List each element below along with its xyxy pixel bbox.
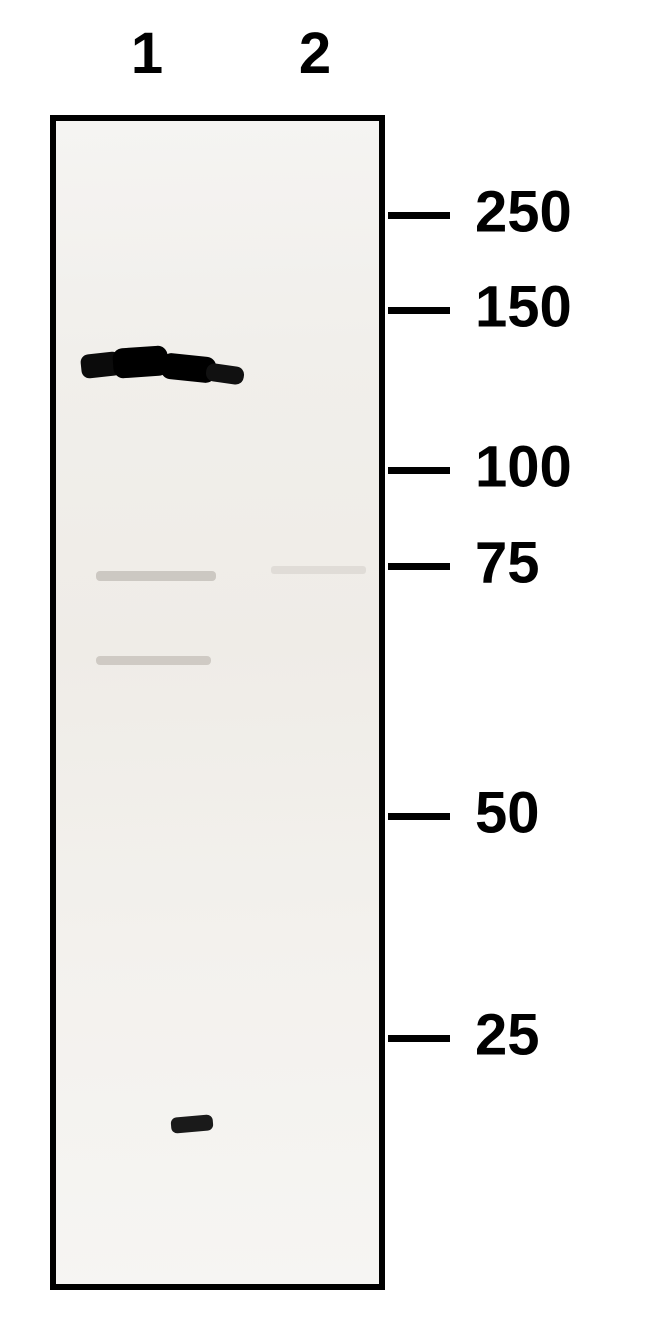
marker-label-250: 250 [475,179,572,246]
faint-band-65kda [96,571,216,581]
western-blot-figure: 1 2 250 150 100 75 50 25 [0,0,650,1325]
lane2-faint-upper [271,566,366,574]
lane-label-2: 2 [299,20,331,87]
blot-background [56,121,379,1284]
marker-label-150: 150 [475,274,572,341]
marker-label-100: 100 [475,434,572,501]
marker-tick-250 [388,212,450,219]
marker-label-75: 75 [475,530,540,597]
marker-tick-75 [388,563,450,570]
marker-tick-50 [388,813,450,820]
marker-tick-150 [388,307,450,314]
blot-membrane [50,115,385,1290]
marker-tick-25 [388,1035,450,1042]
lane-label-1: 1 [131,20,163,87]
marker-tick-100 [388,467,450,474]
faint-band-55kda [96,656,211,665]
marker-label-50: 50 [475,780,540,847]
marker-label-25: 25 [475,1002,540,1069]
